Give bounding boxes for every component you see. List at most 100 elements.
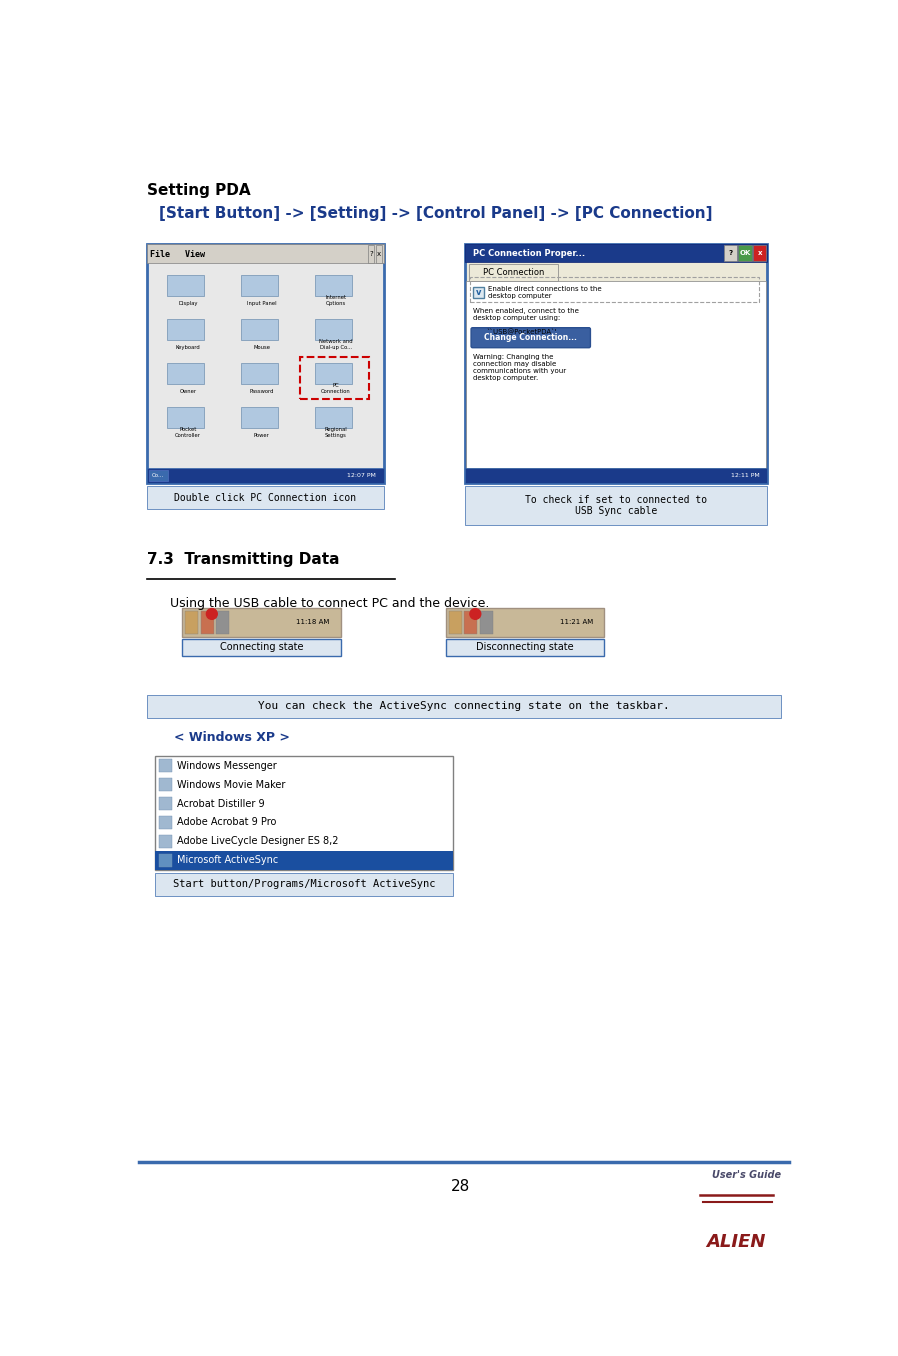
Text: ``USB@PocketPDA`': ``USB@PocketPDA`' xyxy=(487,330,557,336)
Text: x: x xyxy=(377,251,381,256)
Text: When enabled, connect to the
desktop computer using:: When enabled, connect to the desktop com… xyxy=(472,308,578,320)
Text: Co...: Co... xyxy=(153,473,164,477)
Bar xyxy=(159,854,172,866)
Text: Microsoft ActiveSync: Microsoft ActiveSync xyxy=(177,856,277,865)
Text: v: v xyxy=(476,289,481,297)
Bar xyxy=(738,245,752,262)
Bar xyxy=(154,757,453,869)
Bar xyxy=(147,694,781,717)
Text: File   View: File View xyxy=(150,251,206,259)
Text: Start button/Programs/Microsoft ActiveSync: Start button/Programs/Microsoft ActiveSy… xyxy=(172,879,436,890)
Bar xyxy=(159,835,172,848)
Text: [Start Button] -> [Setting] -> [Control Panel] -> [PC Connection]: [Start Button] -> [Setting] -> [Control … xyxy=(159,206,712,221)
Text: Warning: Changing the
connection may disable
communications with your
desktop co: Warning: Changing the connection may dis… xyxy=(472,354,566,381)
Text: Adobe Acrobat 9 Pro: Adobe Acrobat 9 Pro xyxy=(177,818,276,827)
Text: 28: 28 xyxy=(451,1180,470,1195)
Text: ?: ? xyxy=(728,251,733,256)
Bar xyxy=(464,610,477,635)
Bar xyxy=(315,319,352,340)
Text: User's Guide: User's Guide xyxy=(711,1170,780,1180)
Text: 11:21 AM: 11:21 AM xyxy=(559,620,593,625)
Text: Mouse: Mouse xyxy=(253,344,270,350)
Bar xyxy=(445,607,604,637)
Bar xyxy=(200,610,214,635)
Bar xyxy=(465,244,767,262)
Bar xyxy=(159,759,172,772)
Text: Display: Display xyxy=(178,301,198,306)
Text: Internet
Options: Internet Options xyxy=(325,296,347,306)
Bar xyxy=(147,485,383,510)
Bar xyxy=(472,287,484,298)
Bar xyxy=(368,244,374,263)
Bar xyxy=(480,610,493,635)
Text: Owner: Owner xyxy=(180,389,197,395)
Text: OK: OK xyxy=(739,251,751,256)
FancyBboxPatch shape xyxy=(147,244,383,483)
Bar xyxy=(445,639,604,655)
Text: Power: Power xyxy=(254,433,269,438)
Bar xyxy=(216,610,229,635)
Bar xyxy=(242,363,278,384)
Bar xyxy=(154,873,453,896)
Text: PC
Connection: PC Connection xyxy=(321,384,350,395)
Bar xyxy=(315,407,352,428)
Bar xyxy=(315,363,352,384)
Bar xyxy=(466,281,766,468)
Bar xyxy=(159,797,172,810)
Bar xyxy=(185,610,198,635)
Text: Regional
Settings: Regional Settings xyxy=(324,427,347,438)
Text: 7.3  Transmitting Data: 7.3 Transmitting Data xyxy=(147,552,339,567)
Bar xyxy=(465,485,767,525)
FancyBboxPatch shape xyxy=(465,244,767,483)
Bar xyxy=(315,275,352,296)
Text: Disconnecting state: Disconnecting state xyxy=(476,641,574,652)
Text: Enable direct connections to the
desktop computer: Enable direct connections to the desktop… xyxy=(489,286,602,300)
Bar xyxy=(753,245,766,262)
Text: You can check the ActiveSync connecting state on the taskbar.: You can check the ActiveSync connecting … xyxy=(259,701,670,712)
Text: Password: Password xyxy=(250,389,274,395)
FancyBboxPatch shape xyxy=(471,328,590,347)
Text: Adobe LiveCycle Designer ES 8,2: Adobe LiveCycle Designer ES 8,2 xyxy=(177,837,338,846)
Text: Keyboard: Keyboard xyxy=(175,344,200,350)
Bar xyxy=(182,607,341,637)
Text: Double click PC Connection icon: Double click PC Connection icon xyxy=(174,492,357,503)
Bar xyxy=(449,610,462,635)
Text: Using the USB cable to connect PC and the device.: Using the USB cable to connect PC and th… xyxy=(171,597,489,610)
Bar xyxy=(242,407,278,428)
Text: 11:18 AM: 11:18 AM xyxy=(295,620,330,625)
Bar xyxy=(154,850,453,869)
Bar xyxy=(167,363,204,384)
Bar xyxy=(159,816,172,829)
Text: ?: ? xyxy=(369,251,373,256)
Bar xyxy=(375,244,382,263)
Text: Windows Messenger: Windows Messenger xyxy=(177,761,277,770)
Text: Change Connection...: Change Connection... xyxy=(484,334,577,342)
Bar xyxy=(724,245,737,262)
Text: ALIEN: ALIEN xyxy=(707,1233,766,1252)
FancyBboxPatch shape xyxy=(469,264,558,281)
Bar xyxy=(167,275,204,296)
Bar xyxy=(159,778,172,791)
Text: Network and
Dial-up Co...: Network and Dial-up Co... xyxy=(319,339,353,350)
Circle shape xyxy=(207,609,217,620)
Bar xyxy=(182,639,341,655)
Text: Input Panel: Input Panel xyxy=(247,301,277,306)
Text: < Windows XP >: < Windows XP > xyxy=(174,731,290,744)
Bar xyxy=(167,319,204,340)
Bar xyxy=(242,275,278,296)
Circle shape xyxy=(470,609,480,620)
Text: 12:11 PM: 12:11 PM xyxy=(731,473,760,477)
Bar xyxy=(147,244,383,263)
Text: x: x xyxy=(758,251,762,256)
Text: Acrobat Distiller 9: Acrobat Distiller 9 xyxy=(177,799,264,808)
Text: Setting PDA: Setting PDA xyxy=(147,183,251,198)
Text: Windows Movie Maker: Windows Movie Maker xyxy=(177,780,285,789)
Text: PC Connection Proper...: PC Connection Proper... xyxy=(472,248,585,258)
Text: 12:07 PM: 12:07 PM xyxy=(348,473,376,477)
Text: Pocket
Controller: Pocket Controller xyxy=(175,427,201,438)
Bar xyxy=(167,407,204,428)
Bar xyxy=(147,468,383,483)
Bar xyxy=(242,319,278,340)
Text: PC Connection: PC Connection xyxy=(482,267,544,277)
Text: Connecting state: Connecting state xyxy=(220,641,304,652)
